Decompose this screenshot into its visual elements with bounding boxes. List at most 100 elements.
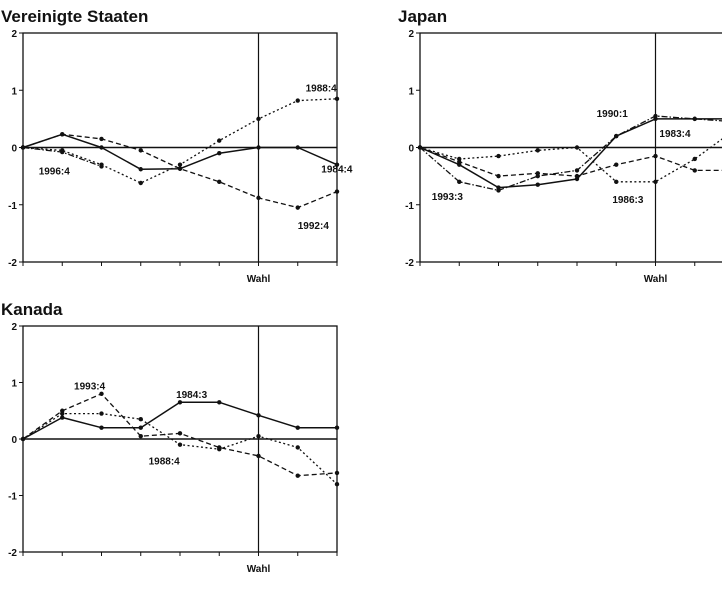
chart-3-series-2-point bbox=[99, 411, 104, 416]
chart-2-series-4-point bbox=[535, 173, 540, 179]
chart-2-series-4-point bbox=[692, 116, 697, 122]
chart-3-series-3-point bbox=[217, 445, 222, 450]
chart-1-series-2-point bbox=[177, 162, 183, 167]
chart-2-series-2-point bbox=[535, 148, 540, 153]
chart-2-series-3-point bbox=[457, 159, 462, 165]
chart-2-series-3-point bbox=[614, 162, 619, 167]
chart-2-series-4-point bbox=[417, 145, 423, 150]
chart-2-series-4-point bbox=[457, 179, 462, 185]
chart-3-series-1-point bbox=[256, 413, 261, 418]
chart-1-series-1-point bbox=[138, 167, 143, 172]
chart-2-series-2-point bbox=[496, 153, 501, 159]
chart-2-ytick-label: -1 bbox=[405, 201, 414, 212]
chart-3-ytick-label: -1 bbox=[8, 492, 17, 503]
chart-3-series-1-point bbox=[138, 425, 143, 430]
chart-3-annotation: 1984:3 bbox=[176, 390, 208, 401]
chart-2-series-1-point bbox=[535, 182, 540, 187]
chart-3-series-2-point bbox=[138, 417, 143, 422]
chart-3-series-2-line bbox=[22, 412, 338, 485]
chart-1-series-3-point bbox=[217, 179, 222, 185]
chart-1-ytick-label: 1 bbox=[11, 86, 17, 97]
chart-2-series-4-point bbox=[614, 133, 619, 139]
chart-1-series-1-point bbox=[334, 162, 340, 167]
chart-1-series-4-point bbox=[99, 164, 104, 169]
chart-2-ytick-label: 1 bbox=[408, 86, 414, 97]
chart-1-ytick-label: 2 bbox=[11, 29, 17, 40]
chart-3-series-3-point bbox=[99, 391, 104, 396]
chart-1-annotation: 1988:4 bbox=[306, 83, 338, 94]
chart-3-series-2-point bbox=[177, 442, 183, 447]
chart-1-ytick-label: -1 bbox=[8, 201, 17, 212]
chart-1-annotation: 1984:4 bbox=[321, 165, 353, 176]
chart-1-series-3-point bbox=[60, 132, 65, 137]
chart-3-series-1-point bbox=[60, 415, 65, 420]
chart-2-series-3-point bbox=[496, 173, 501, 179]
chart-1-series-2-point bbox=[138, 180, 143, 186]
chart-1-title: Vereinigte Staaten bbox=[1, 7, 148, 26]
chart-3-annotation: 1988:4 bbox=[149, 456, 181, 467]
chart-2-annotation: 1990:1 bbox=[597, 109, 629, 120]
chart-2-series-4-point bbox=[496, 188, 501, 193]
chart-1-xlabel: Wahl bbox=[247, 274, 271, 285]
chart-1-series-2-point bbox=[256, 116, 261, 122]
chart-1-series-3-line bbox=[22, 133, 338, 209]
chart-1-series-4-point bbox=[60, 149, 65, 155]
chart-3-ytick-label: 0 bbox=[11, 435, 17, 446]
chart-2-ytick-label: -2 bbox=[405, 258, 414, 269]
chart-3-series-3-point bbox=[177, 431, 183, 436]
chart-2-series-4-point bbox=[653, 113, 658, 119]
chart-3-title: Kanada bbox=[1, 300, 63, 319]
chart-3-series-1-point bbox=[99, 425, 104, 430]
chart-3-series-2-point bbox=[295, 445, 300, 450]
chart-3-annotation: 1993:4 bbox=[74, 381, 106, 392]
chart-3-ytick-label: 2 bbox=[11, 322, 17, 333]
chart-2-series-2-point bbox=[692, 156, 697, 162]
chart-1-ytick-label: -2 bbox=[8, 258, 17, 269]
chart-3-series-1-point bbox=[334, 425, 340, 430]
chart-3-series-3-point bbox=[138, 433, 143, 439]
chart-3-ytick-label: 1 bbox=[11, 379, 17, 390]
chart-3-series-3-point bbox=[60, 408, 65, 413]
chart-1-series-1-point bbox=[256, 145, 261, 150]
chart-3-series-3-point bbox=[256, 453, 261, 459]
chart-2-series-4-point bbox=[574, 168, 580, 173]
chart-2-ytick-label: 2 bbox=[408, 29, 414, 40]
chart-1-series-1-point bbox=[99, 145, 104, 150]
chart-1-series-3-point bbox=[138, 148, 143, 153]
chart-3-series-1-point bbox=[295, 425, 300, 430]
chart-1-series-1-point bbox=[217, 151, 222, 156]
chart-1-ytick-label: 0 bbox=[11, 144, 17, 155]
chart-3-series-2-point bbox=[334, 482, 340, 487]
chart-3-ytick-label: -2 bbox=[8, 548, 17, 559]
chart-2-series-3-point bbox=[692, 168, 697, 173]
chart-2-title: Japan bbox=[398, 7, 447, 26]
chart-1-series-3-point bbox=[295, 205, 300, 210]
chart-1-annotation: 1992:4 bbox=[298, 221, 330, 232]
chart-2-series-2-point bbox=[574, 145, 580, 150]
chart-2-annotation: 1986:3 bbox=[612, 195, 644, 206]
chart-1-series-2-point bbox=[334, 96, 340, 102]
chart-3-series-1-point bbox=[177, 400, 183, 405]
chart-2-series-3-line bbox=[419, 146, 722, 177]
chart-2-series-3-point bbox=[574, 173, 580, 179]
chart-2-series-2-point bbox=[614, 179, 619, 185]
chart-2-ytick-label: 0 bbox=[408, 144, 414, 155]
chart-3-series-2-point bbox=[256, 433, 261, 439]
chart-3-series-3-point bbox=[334, 470, 340, 476]
chart-1-series-2-point bbox=[295, 98, 300, 103]
chart-3-xlabel: Wahl bbox=[247, 564, 271, 575]
chart-1-annotation: 1996:4 bbox=[39, 166, 71, 177]
chart-1-series-3-point bbox=[99, 136, 104, 142]
chart-3-series-3-point bbox=[20, 436, 26, 442]
chart-2-annotation: 1993:3 bbox=[432, 192, 464, 203]
chart-1-series-3-point bbox=[334, 189, 340, 194]
chart-1-series-3-point bbox=[177, 166, 183, 171]
chart-1-series-1-point bbox=[295, 145, 300, 150]
chart-3-series-3-point bbox=[295, 473, 300, 478]
chart-2-xlabel: Wahl bbox=[644, 274, 668, 285]
chart-1-series-3-point bbox=[256, 195, 261, 201]
chart-2-series-3-point bbox=[653, 153, 658, 159]
chart-2-annotation: 1983:4 bbox=[659, 129, 691, 140]
chart-3-series-1-point bbox=[217, 400, 222, 405]
